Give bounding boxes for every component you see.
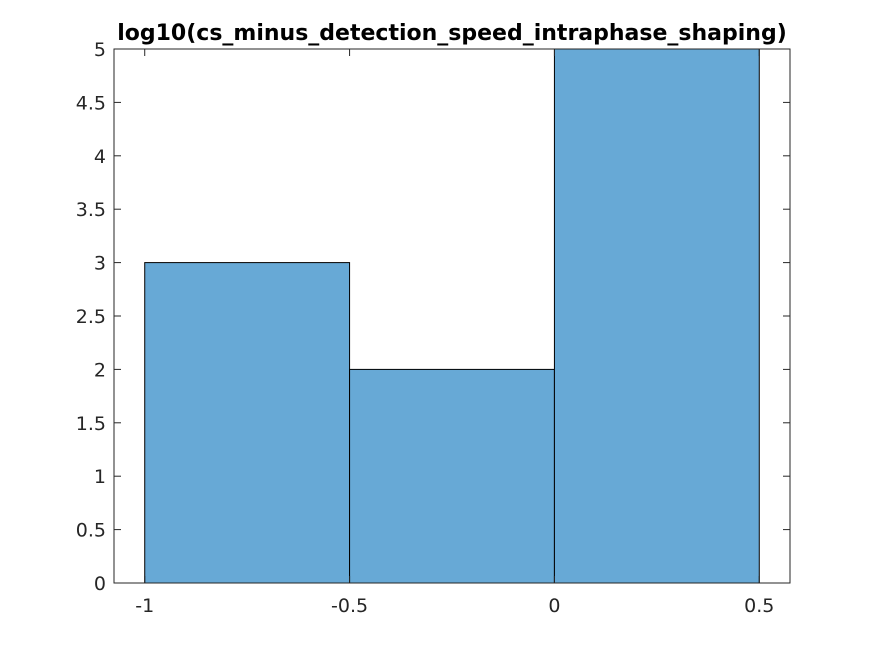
y-tick-label: 4	[94, 146, 106, 168]
histogram-bar-1	[144, 262, 351, 584]
x-tick-label: -0.5	[331, 595, 368, 617]
y-tick-label: 0.5	[76, 520, 106, 542]
chart-title: log10(cs_minus_detection_speed_intraphas…	[117, 21, 787, 46]
y-tick-label: 3	[94, 253, 106, 275]
x-tick-label: 0.5	[744, 595, 774, 617]
y-tick-label: 5	[94, 39, 106, 61]
bars-group	[144, 48, 760, 584]
y-tick-label: 2	[94, 359, 106, 381]
y-ticks-group: 0 0.5 1 1.5 2 2.5 3 3.5 4 4.5 5	[76, 39, 790, 595]
y-tick-label: 1.5	[76, 413, 106, 435]
y-tick-label: 3.5	[76, 199, 106, 221]
y-tick-label: 1	[94, 466, 106, 488]
y-tick-label: 4.5	[76, 92, 106, 114]
x-tick-label: 0	[548, 595, 560, 617]
y-tick-label: 0	[94, 573, 106, 595]
x-tick-label: -1	[135, 595, 154, 617]
histogram-bar-2	[349, 368, 555, 584]
y-tick-label: 2.5	[76, 306, 106, 328]
x-ticks-group: -1 -0.5 0 0.5	[135, 49, 774, 617]
histogram-bar-3	[553, 48, 760, 584]
